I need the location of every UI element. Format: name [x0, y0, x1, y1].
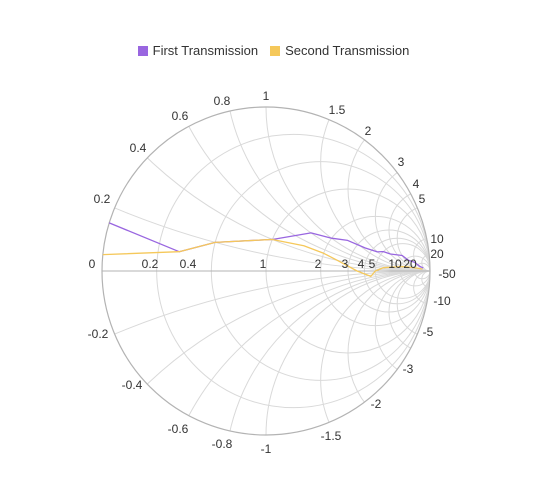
reactance-label: 0.8: [214, 94, 231, 108]
reactance-label: -3: [403, 362, 414, 376]
resistance-label: 5: [369, 257, 376, 271]
reactance-label: 2: [365, 124, 372, 138]
reactance-label: 10: [430, 232, 444, 246]
reactance-label: 20: [430, 247, 444, 261]
reactance-label: -1: [261, 442, 272, 456]
reactance-arc-pos-2: [157, 0, 547, 271]
resistance-label: 0.2: [142, 257, 159, 271]
reactance-label: -0.4: [122, 378, 143, 392]
reactance-label: -1.5: [321, 429, 342, 443]
reactance-label: -0.2: [88, 327, 109, 341]
reactance-label: 1.5: [329, 103, 346, 117]
reactance-label: -2: [371, 397, 382, 411]
resistance-label: 0.4: [180, 257, 197, 271]
resistance-label: 20: [403, 257, 417, 271]
resistance-label: 1: [260, 257, 267, 271]
reactance-label: 0.6: [172, 109, 189, 123]
resistance-label: 3: [342, 257, 349, 271]
reactance-arc-neg-5: [321, 271, 540, 490]
reactance-label: -5: [423, 325, 434, 339]
resistance-label: -50: [438, 267, 456, 281]
reactance-label: 3: [398, 155, 405, 169]
reactance-label: 5: [419, 192, 426, 206]
reactance-label: -10: [433, 294, 451, 308]
resistance-label: 2: [315, 257, 322, 271]
reactance-label: 4: [413, 177, 420, 191]
reactance-label: -0.6: [168, 422, 189, 436]
reactance-label: 1: [263, 89, 270, 103]
resistance-label: 4: [358, 257, 365, 271]
resistance-label: 0: [89, 257, 96, 271]
reactance-arc-neg-1: [20, 271, 547, 494]
resistance-label: 10: [388, 257, 402, 271]
reactance-label: 0.4: [130, 141, 147, 155]
reactance-arc-neg-4: [266, 271, 547, 494]
chart-outer: [102, 107, 430, 435]
reactance-arc-pos-1: [20, 0, 547, 271]
reactance-label: -0.8: [212, 437, 233, 451]
reactance-label: 0.2: [94, 192, 111, 206]
